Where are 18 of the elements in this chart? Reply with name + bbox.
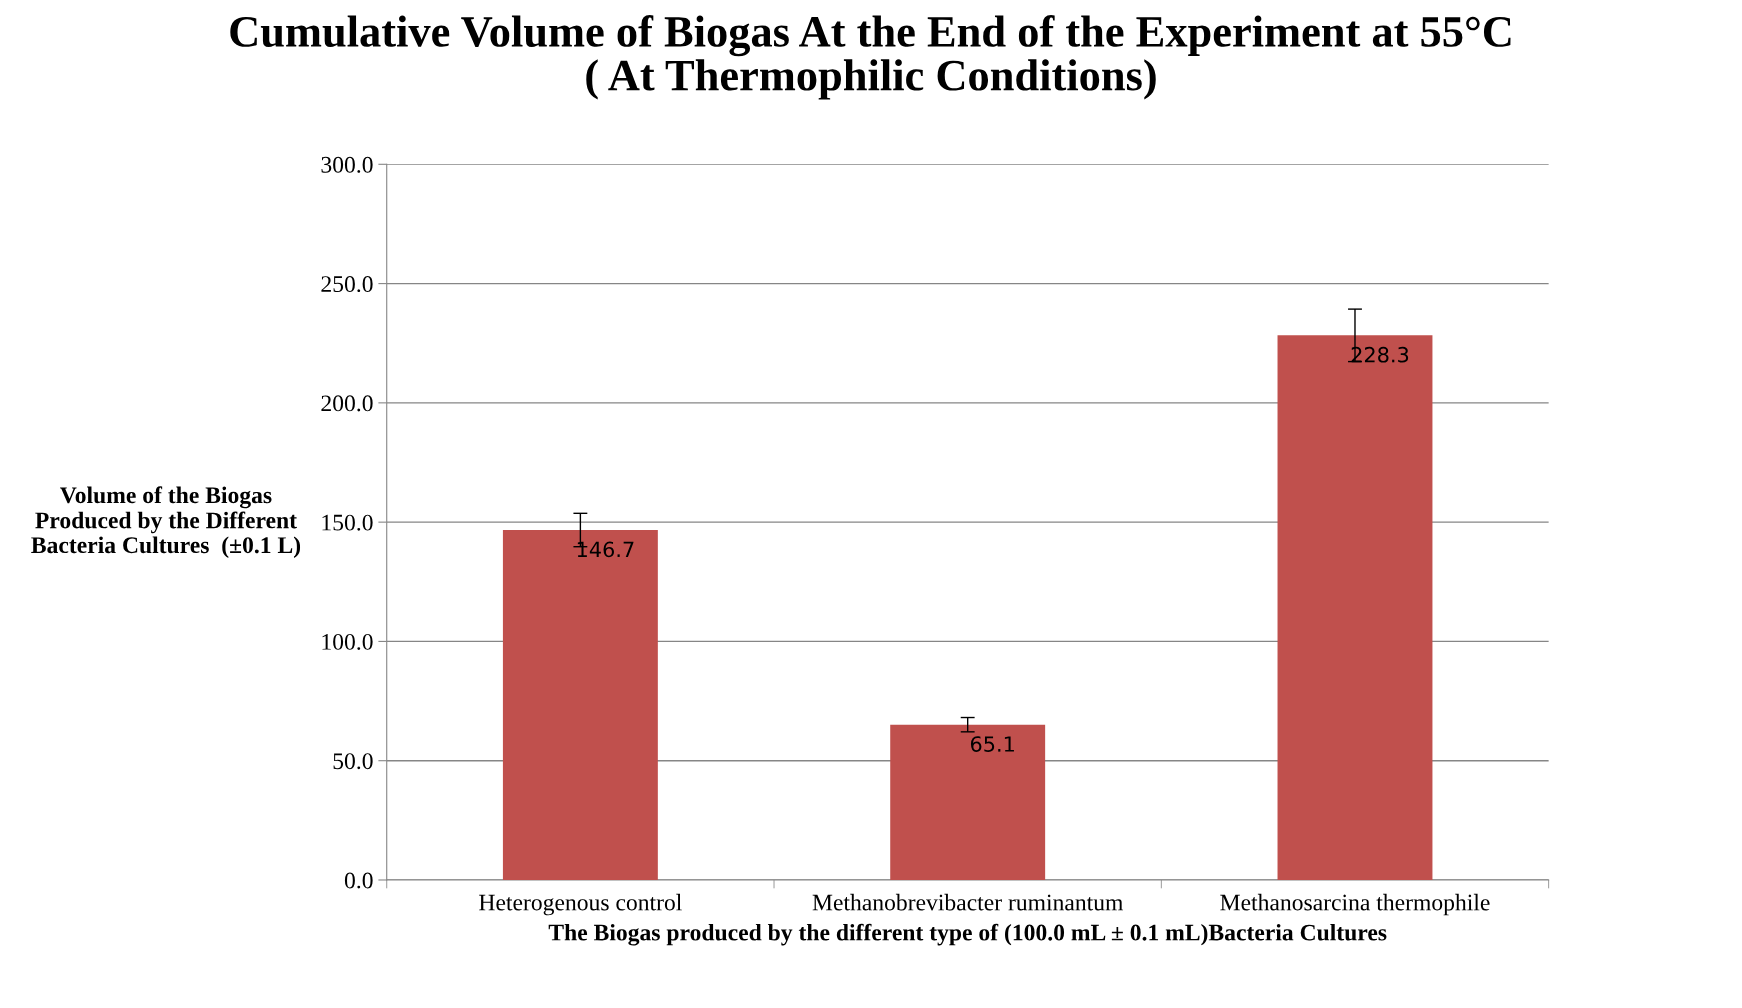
y-tick-label: 250.0 — [321, 276, 373, 293]
chart-title: Cumulative Volume of Biogas At the End of the Experiment at 55°C ( At Thermophilic Conditions) — [230, 15, 1511, 100]
y-tick-label: 150.0 — [322, 514, 373, 531]
y-tick-label: 100.0 — [322, 633, 373, 650]
y-tick-label: 300.0 — [321, 156, 373, 173]
y-tick-label: 200.0 — [321, 395, 373, 412]
data-label: 65.1 — [970, 736, 1014, 752]
x-tick-label: Methanosarcina thermophile — [1220, 893, 1490, 916]
data-label: 146.7 — [577, 541, 634, 558]
y-tick-label: 0.0 — [344, 872, 373, 889]
x-tick-label: Heterogenous control — [479, 893, 682, 916]
bar — [1277, 335, 1433, 880]
x-axis-title: The Biogas produced by the different type of (100.0 mL ± 0.1 mL)Bacteria Cultures — [548, 923, 1387, 946]
bar — [890, 724, 1046, 880]
x-tick-label: Methanobrevibacter ruminantum — [812, 893, 1124, 911]
bar — [502, 530, 658, 880]
y-axis-title: Volume of the Biogas Produced by the Different Bacteria Cultures (±0.1 L) — [31, 486, 301, 558]
y-tick-label: 50.0 — [333, 753, 373, 770]
